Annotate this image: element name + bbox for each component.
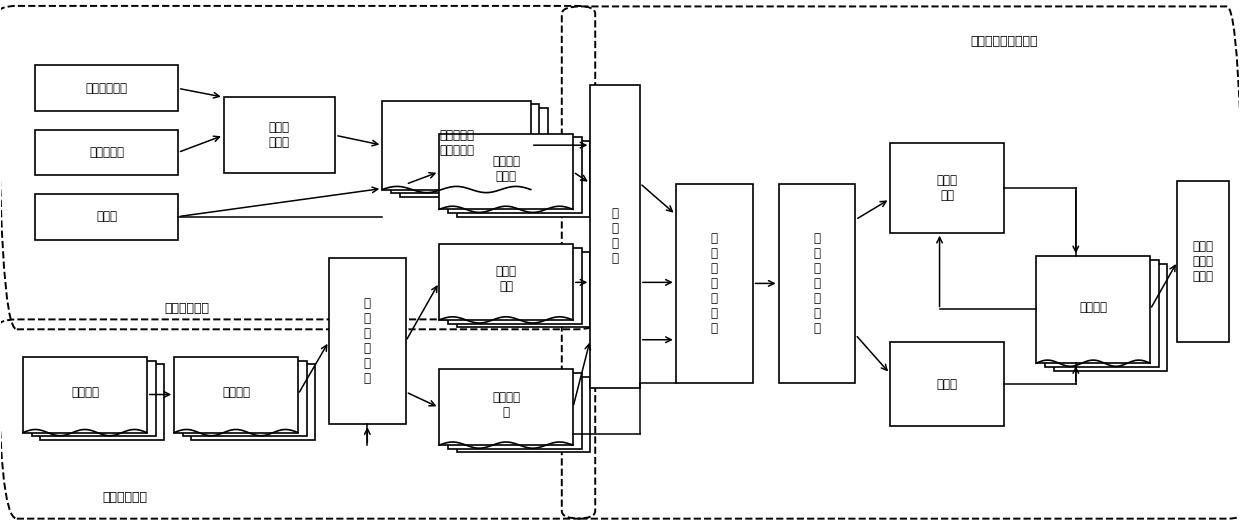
Bar [439,369,573,445]
Bar [779,184,856,382]
Bar [890,343,1004,426]
Bar [191,364,315,440]
Bar [456,252,590,327]
Bar [448,138,582,213]
Bar [1054,264,1168,370]
Text: 事
件
参
数
化
处
理: 事 件 参 数 化 处 理 [711,232,718,335]
Text: 传感器: 传感器 [95,210,117,223]
Text: 参数化
信息: 参数化 信息 [496,266,517,293]
Text: 序
列
化
切
片
处
理: 序 列 化 切 片 处 理 [813,232,821,335]
Text: 导航计算机: 导航计算机 [89,146,124,159]
Bar [1045,260,1159,367]
Text: 威胁监测与协同防御: 威胁监测与协同防御 [970,35,1038,48]
Text: 威胁态
势与协
同防御: 威胁态 势与协 同防御 [1193,240,1214,283]
Bar [329,258,405,424]
Bar [439,134,573,209]
Bar [1037,256,1151,363]
Bar [32,360,155,436]
Bar [890,143,1004,233]
Bar [41,364,164,440]
Bar [456,141,590,217]
Text: 事件和状
态信息: 事件和状 态信息 [492,155,520,183]
Text: 交替自动
机: 交替自动 机 [492,391,520,419]
Bar [223,97,335,173]
Text: 系统日志和
传感器信息: 系统日志和 传感器信息 [439,129,474,156]
Text: 安全性质: 安全性质 [71,385,99,399]
Bar [399,108,548,197]
Bar [448,373,582,449]
Bar [182,360,306,436]
Bar [590,85,640,388]
Bar [36,130,177,175]
Text: 通信定位系统: 通信定位系统 [86,82,128,95]
Bar [456,377,590,452]
Text: 贝叶斯
网络: 贝叶斯 网络 [936,174,957,202]
Text: 威胁数据采集: 威胁数据采集 [102,491,148,504]
Bar [382,101,531,189]
Text: 监测器: 监测器 [936,378,957,391]
Bar [36,65,177,111]
Bar [1177,180,1229,343]
Text: 监测结果: 监测结果 [1079,301,1107,314]
Bar [439,244,573,320]
Text: 无人飞行系统: 无人飞行系统 [164,302,210,315]
Text: 无人飞
行系统: 无人飞 行系统 [269,121,290,149]
Bar [174,357,298,433]
Bar [36,194,177,240]
Text: 事
件
提
取: 事 件 提 取 [611,208,619,266]
Bar [24,357,146,433]
Bar [448,248,582,324]
Text: 采集规约: 采集规约 [222,385,250,399]
Text: 规
约
解
析
模
块: 规 约 解 析 模 块 [363,297,371,385]
Bar [391,105,539,193]
Bar [676,184,753,382]
